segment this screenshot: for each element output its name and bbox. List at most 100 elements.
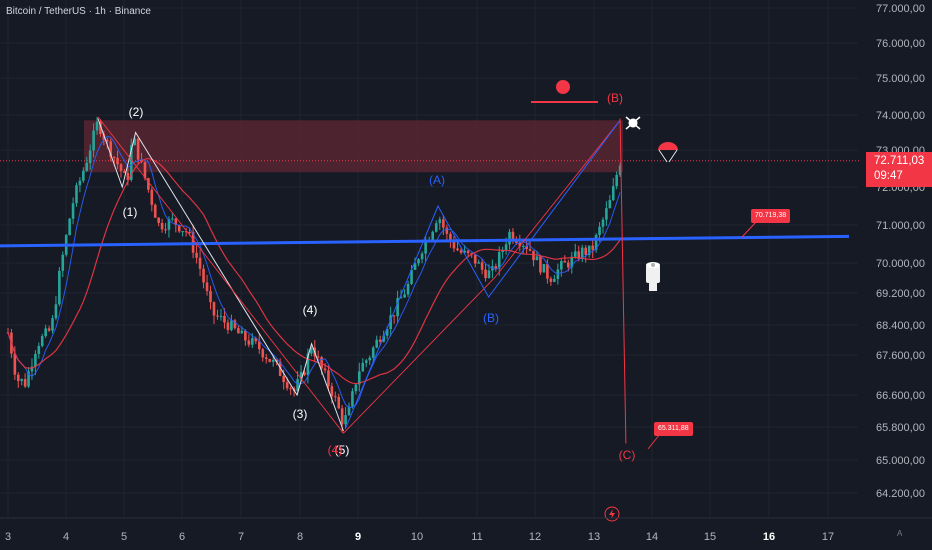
candle-body <box>82 170 85 181</box>
candle-body <box>337 396 341 409</box>
candle-body <box>254 338 258 342</box>
wave-label-7: (B) <box>483 311 499 325</box>
candle-body <box>378 339 382 342</box>
candle-body <box>573 251 577 257</box>
candle-body <box>257 341 261 350</box>
candle-body <box>237 328 240 334</box>
y-tick-label: 64.200,00 <box>876 488 925 500</box>
candle-body <box>150 189 154 205</box>
wave-label-3: (4) <box>303 303 318 317</box>
candle-body <box>99 121 102 134</box>
wave-label-1: (2) <box>129 105 144 119</box>
candle-body <box>174 218 178 226</box>
candle-body <box>501 250 504 253</box>
candle-body <box>278 361 282 377</box>
x-tick-label: 10 <box>411 531 423 543</box>
candle-body <box>382 335 385 342</box>
x-tick-label: 7 <box>238 531 244 543</box>
candle-body <box>209 290 212 303</box>
candle-body <box>438 219 442 224</box>
candle-body <box>143 161 147 179</box>
x-tick-label: 15 <box>704 531 716 543</box>
candle-body <box>368 357 372 361</box>
candle-body <box>445 227 449 234</box>
candle-body <box>615 174 618 187</box>
candle-body <box>78 180 82 186</box>
candle-body <box>515 240 518 243</box>
target-callout-lower: 65.311,88 <box>654 422 693 436</box>
candle-body <box>216 315 219 317</box>
moving-average-fast <box>7 135 621 409</box>
toilet-paper-icon <box>646 262 660 291</box>
candle-body <box>449 233 452 242</box>
candle-body <box>392 315 396 317</box>
candle-body <box>47 328 51 331</box>
candle-body <box>147 178 150 190</box>
candle-body <box>102 133 106 140</box>
candle-body <box>30 366 34 372</box>
candle-body <box>442 219 445 228</box>
candle-body <box>396 298 399 317</box>
candle-body <box>497 252 501 269</box>
candle-body <box>375 339 379 348</box>
candle-body <box>136 138 140 160</box>
candle-body <box>92 130 95 151</box>
candle-body <box>109 141 113 157</box>
bar-countdown: 09:47 <box>874 170 903 182</box>
candle-body <box>431 231 435 240</box>
candle-body <box>371 347 375 358</box>
candle-body <box>563 261 567 263</box>
symbol-title: Bitcoin / TetherUS · 1h · Binance <box>6 6 151 17</box>
correction-wave-blue <box>344 119 621 430</box>
candle-body <box>410 269 413 284</box>
candle-body <box>289 388 292 390</box>
candle-body <box>303 372 306 375</box>
candle-body <box>389 315 392 330</box>
candle-body <box>601 219 605 227</box>
candle-body <box>240 330 244 334</box>
candle-body <box>212 302 216 316</box>
x-tick-label: 9 <box>355 531 361 543</box>
candle-body <box>198 257 202 269</box>
candle-body <box>75 185 78 204</box>
skull-icon <box>625 116 641 130</box>
x-tick-label: 13 <box>588 531 600 543</box>
candle-body <box>525 245 528 250</box>
candle-body <box>484 269 487 279</box>
y-tick-label: 71.000,00 <box>876 220 925 232</box>
candle-body <box>195 252 198 258</box>
y-tick-label: 69.200,00 <box>876 288 925 300</box>
candle-body <box>344 415 347 425</box>
candle-body <box>508 231 511 245</box>
candle-body <box>364 360 368 363</box>
candle-body <box>54 304 58 319</box>
candle-body <box>494 266 498 269</box>
candle-body <box>459 250 463 253</box>
candle-body <box>171 218 174 220</box>
parachute-icon <box>658 142 678 163</box>
candle-body <box>23 379 27 387</box>
candle-body <box>106 139 109 142</box>
candle-body <box>112 156 116 158</box>
candle-body <box>160 222 164 230</box>
candle-body <box>591 245 594 250</box>
candle-body <box>316 356 320 358</box>
candle-body <box>95 121 99 131</box>
candle-body <box>618 165 622 175</box>
candle-body <box>413 263 417 270</box>
x-tick-label: 6 <box>179 531 185 543</box>
candle-body <box>403 294 406 298</box>
candle-body <box>528 249 532 251</box>
wave-label-9: (C) <box>619 448 636 462</box>
auto-scale-button[interactable]: A <box>897 529 903 538</box>
candle-body <box>164 229 167 231</box>
projection-line-c <box>619 118 627 444</box>
candle-body <box>233 320 237 329</box>
moving-average-slow <box>7 157 621 385</box>
candle-body <box>61 254 65 271</box>
x-tick-label: 12 <box>529 531 541 543</box>
candle-body <box>605 208 608 220</box>
candle-body <box>399 297 403 299</box>
